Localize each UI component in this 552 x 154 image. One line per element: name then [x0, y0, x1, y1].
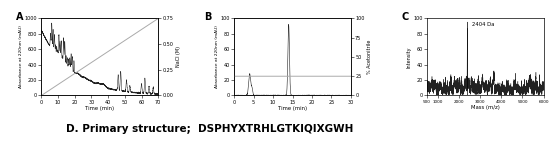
X-axis label: Mass (m/z): Mass (m/z): [471, 105, 500, 110]
Y-axis label: % Acetonitrile: % Acetonitrile: [367, 40, 372, 74]
X-axis label: Time (min): Time (min): [85, 106, 114, 111]
Text: B: B: [204, 12, 211, 22]
Text: A: A: [15, 12, 23, 22]
Y-axis label: Absorbance at 220nm (mAU): Absorbance at 220nm (mAU): [19, 26, 23, 88]
Y-axis label: Intensity: Intensity: [407, 46, 412, 68]
Y-axis label: NaCl (M): NaCl (M): [176, 47, 181, 67]
Text: 2404 Da: 2404 Da: [471, 22, 494, 27]
Text: C: C: [401, 12, 408, 22]
Text: D. Primary structure;  DSPHYXTRHLGTKIQIXGWH: D. Primary structure; DSPHYXTRHLGTKIQIXG…: [66, 124, 353, 134]
X-axis label: Time (min): Time (min): [278, 106, 307, 111]
Y-axis label: Absorbance at 220nm (mAU): Absorbance at 220nm (mAU): [215, 26, 219, 88]
